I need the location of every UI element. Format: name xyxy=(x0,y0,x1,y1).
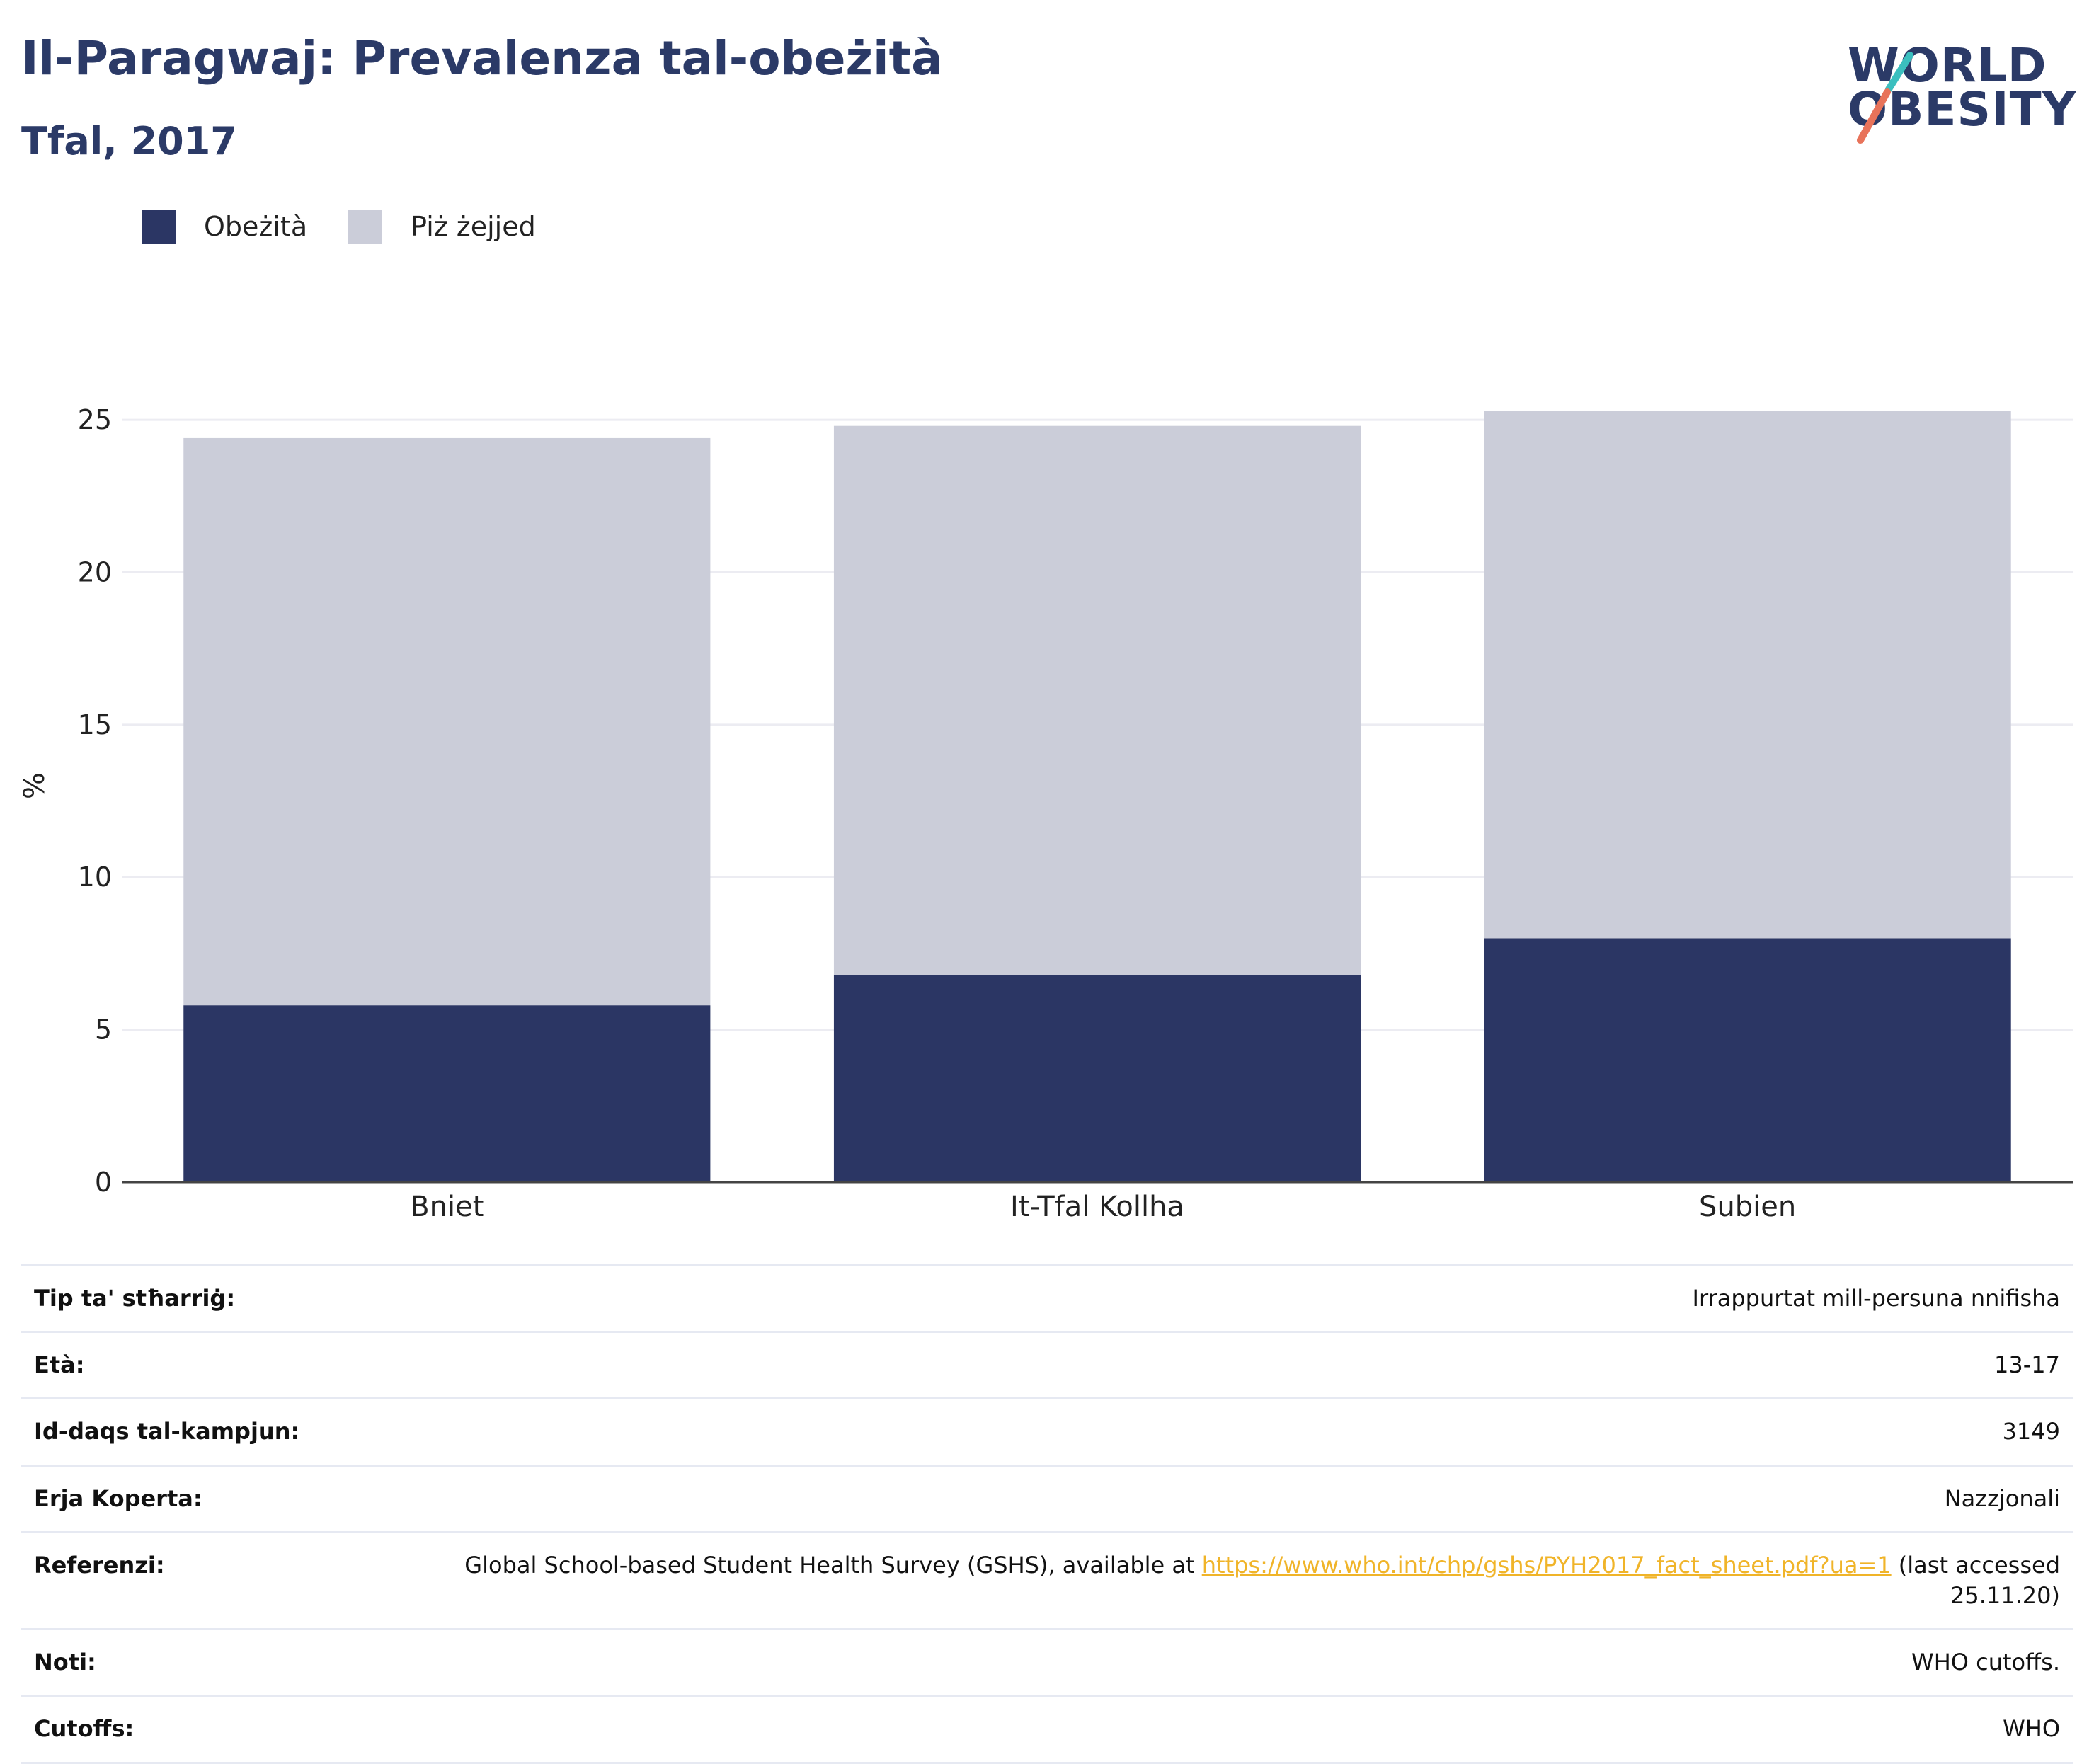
info-value: Irrappurtat mill-persuna nnifisha xyxy=(415,1264,2073,1332)
bar-overweight-2 xyxy=(1484,411,2011,939)
info-row-sample-size: Id-daqs tal-kampjun: 3149 xyxy=(21,1397,2073,1466)
world-obesity-logo: WORLD OBESITY xyxy=(1848,21,2081,149)
logo-line-1: WORLD xyxy=(1848,38,2047,93)
info-row-notes: Noti: WHO cutoffs. xyxy=(21,1628,2073,1696)
info-row-area: Erja Koperta: Nazzjonali xyxy=(21,1464,2073,1533)
x-tick-label: Bniet xyxy=(410,1191,484,1223)
survey-info-table: Tip ta' stħarriġ: Irrappurtat mill-persu… xyxy=(21,1264,2073,1764)
info-row-survey-type: Tip ta' stħarriġ: Irrappurtat mill-persu… xyxy=(21,1264,2073,1332)
info-key: Erja Koperta: xyxy=(21,1464,415,1533)
y-tick-label: 0 xyxy=(95,1167,112,1198)
info-value: Nazzjonali xyxy=(415,1464,2073,1533)
legend-label-obesity: Obeżità xyxy=(204,211,308,242)
info-key: Tip ta' stħarriġ: xyxy=(21,1264,415,1332)
bar-obesity-1 xyxy=(833,975,1361,1182)
chart-title: Il-Paragwaj: Prevalenza tal-obeżità xyxy=(21,31,943,86)
bar-overweight-0 xyxy=(183,437,711,1006)
bar-obesity-2 xyxy=(1484,938,2011,1182)
info-value: 13-17 xyxy=(415,1331,2073,1399)
y-tick-label: 25 xyxy=(78,404,112,435)
logo-slash-icon xyxy=(1857,52,1913,144)
legend-label-overweight: Piż żejjed xyxy=(411,211,536,242)
bar-chart: 0 5 10 15 20 25 Bniet It-Tfal Kollha Subien% xyxy=(18,404,2073,1223)
info-value: WHO cutoffs. xyxy=(415,1628,2073,1696)
reference-text: Global School-based Student Health Surve… xyxy=(464,1551,1202,1579)
reference-accessed: (last accessed 25.11.20) xyxy=(1891,1551,2060,1609)
y-tick-label: 20 xyxy=(78,556,112,588)
info-key: Cutoffs: xyxy=(21,1695,415,1764)
y-tick-label: 10 xyxy=(78,861,112,893)
legend-item-overweight[interactable]: Piż żejjed xyxy=(348,210,536,244)
info-key: Età: xyxy=(21,1331,415,1399)
y-tick-label: 5 xyxy=(95,1014,112,1046)
y-axis-label: % xyxy=(18,772,51,799)
chart-legend: Obeżità Piż żejjed xyxy=(142,210,577,244)
info-key: Referenzi: xyxy=(21,1530,415,1630)
chart-subtitle: Tfal, 2017 xyxy=(21,119,237,164)
info-row-age: Età: 13-17 xyxy=(21,1331,2073,1399)
info-value: WHO xyxy=(415,1695,2073,1764)
x-tick-label: Subien xyxy=(1699,1191,1796,1223)
y-tick-label: 15 xyxy=(78,709,112,740)
info-row-cutoffs: Cutoffs: WHO xyxy=(21,1695,2073,1764)
bar-obesity-0 xyxy=(183,1005,711,1182)
x-tick-label: It-Tfal Kollha xyxy=(1010,1191,1184,1223)
info-row-references: Referenzi: Global School-based Student H… xyxy=(21,1530,2073,1630)
info-value: 3149 xyxy=(415,1397,2073,1466)
bar-overweight-1 xyxy=(833,425,1361,975)
legend-item-obesity[interactable]: Obeżità xyxy=(142,210,307,244)
reference-link[interactable]: https://www.who.int/chp/gshs/PYH2017_fac… xyxy=(1201,1551,1892,1579)
info-key: Id-daqs tal-kampjun: xyxy=(21,1397,415,1466)
legend-swatch-obesity xyxy=(142,210,176,244)
info-key: Noti: xyxy=(21,1628,415,1696)
legend-swatch-overweight xyxy=(348,210,383,244)
info-value: Global School-based Student Health Surve… xyxy=(415,1530,2073,1630)
